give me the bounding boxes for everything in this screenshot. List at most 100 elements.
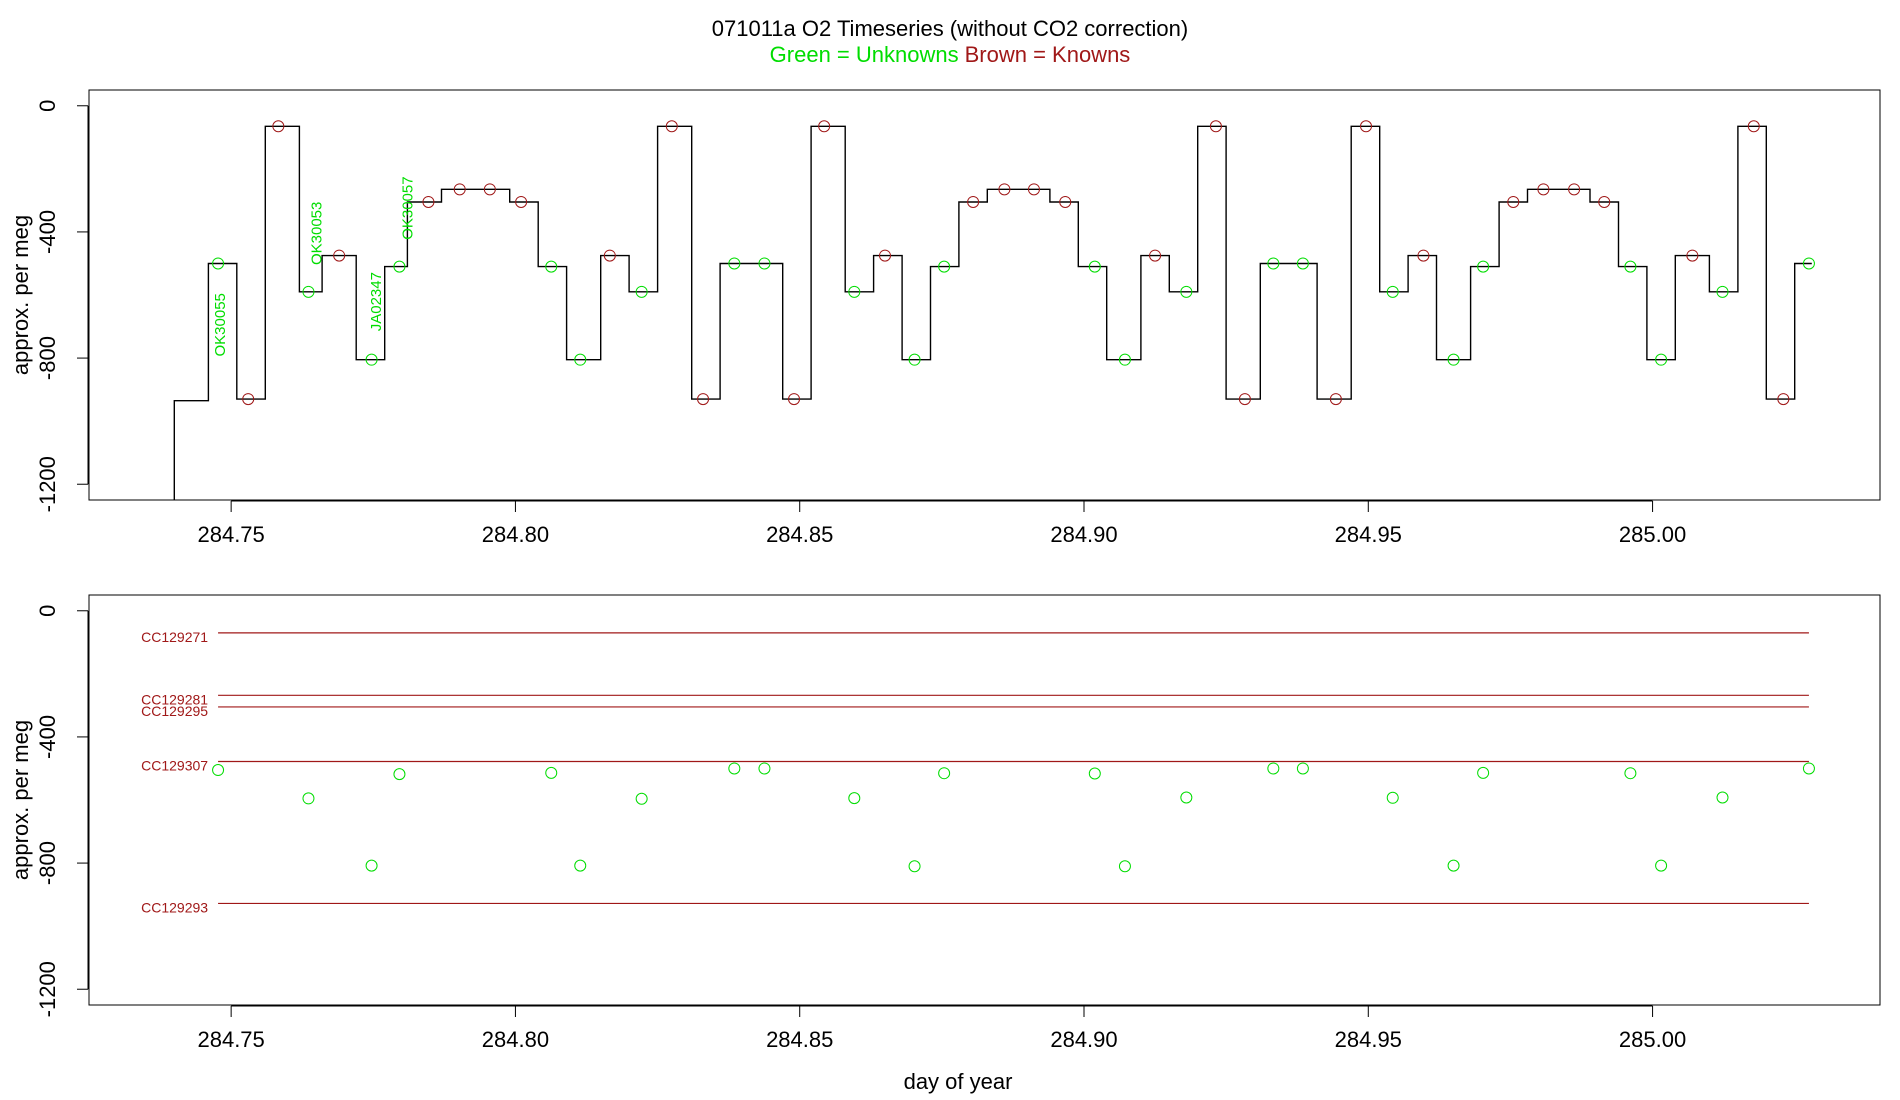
x-tick-label: 284.95: [1335, 522, 1402, 547]
unknown-point: [365, 859, 378, 872]
unknown-point: [393, 260, 406, 273]
unknown-point: [545, 766, 558, 779]
known-point: [1777, 393, 1790, 406]
unknown-point: [1118, 860, 1131, 873]
unknown-point: [365, 353, 378, 366]
known-point: [1417, 249, 1430, 262]
known-point: [1537, 183, 1550, 196]
unknown-point: [1088, 767, 1101, 780]
reference-label: CC129293: [141, 899, 208, 915]
unknown-point: [1386, 285, 1399, 298]
unknown-point: [1655, 859, 1668, 872]
known-point: [333, 249, 346, 262]
bottom-y-axis-label: approx. per meg: [8, 720, 33, 880]
unknown-point: [1802, 257, 1815, 270]
unknown-point: [938, 767, 951, 780]
sample-annotation: JA02347: [368, 272, 385, 331]
known-point: [1329, 393, 1342, 406]
unknown-point: [1180, 791, 1193, 804]
sample-annotation: OK30055: [212, 293, 229, 356]
known-point: [1149, 249, 1162, 262]
reference-label: CC129281: [141, 691, 208, 707]
sample-annotation: OK30053: [308, 202, 325, 265]
reference-label: CC129307: [141, 758, 208, 774]
bottom-x-axis: 284.75 284.80 284.85 284.90 284.95 285.00: [197, 1005, 1686, 1052]
unknown-point: [1624, 260, 1637, 273]
top-panel: 0-400-800-1200 284.75 284.80 284.85 284.90 2…: [8, 89, 1881, 547]
bottom-y-axis: 0 -400 -800 -1200: [35, 605, 89, 1017]
known-point: [1209, 120, 1222, 133]
known-point: [1507, 195, 1520, 208]
unknown-point: [938, 260, 951, 273]
x-tick-label: 284.85: [766, 522, 833, 547]
known-point: [697, 393, 710, 406]
known-point: [1360, 120, 1373, 133]
unknown-point: [728, 762, 741, 775]
known-point: [483, 183, 496, 196]
x-tick-label: 284.90: [1050, 1027, 1117, 1052]
unknown-point: [1624, 767, 1637, 780]
unknown-point: [908, 353, 921, 366]
unknown-point: [212, 764, 225, 777]
known-point: [603, 249, 616, 262]
known-point: [515, 195, 528, 208]
unknown-point: [212, 257, 225, 270]
known-point: [665, 120, 678, 133]
x-tick-label: 284.95: [1335, 1027, 1402, 1052]
known-point: [998, 183, 1011, 196]
unknown-point: [1716, 791, 1729, 804]
known-point: [788, 393, 801, 406]
top-x-axis: 284.75 284.80 284.85 284.90 284.95 285.00: [197, 500, 1686, 547]
known-point: [1059, 195, 1072, 208]
unknown-point: [302, 285, 315, 298]
known-point: [1598, 195, 1611, 208]
unknown-point: [1180, 285, 1193, 298]
unknown-point: [1296, 762, 1309, 775]
bottom-plot-frame: [88, 594, 1881, 1006]
known-point: [242, 393, 255, 406]
y-tick-label: -400: [35, 715, 60, 759]
x-tick-label: 284.80: [482, 522, 549, 547]
bottom-x-axis-label: day of year: [904, 1069, 1013, 1094]
unknown-point: [1447, 353, 1460, 366]
x-tick-label: 285.00: [1619, 1027, 1686, 1052]
unknown-point: [1447, 859, 1460, 872]
unknown-point: [635, 285, 648, 298]
x-tick-label: 284.75: [197, 522, 264, 547]
legend-unknowns: Green = Unknowns: [770, 42, 959, 67]
sample-annotation: OK30057: [399, 176, 416, 239]
y-tick-label: -800: [35, 336, 60, 380]
y-tick-label: 0: [35, 605, 60, 617]
y-tick-label: -1200: [35, 961, 60, 1017]
top-y-axis: 0 -400 -800 -1200: [35, 100, 89, 512]
y-tick-label: -1200: [35, 456, 60, 512]
y-tick-label: -400: [35, 210, 60, 254]
reference-label: CC129271: [141, 629, 208, 645]
y-tick-label: 0: [35, 100, 60, 112]
o2-trace-line: [173, 125, 1812, 500]
unknown-point: [302, 792, 315, 805]
x-tick-label: 284.75: [197, 1027, 264, 1052]
unknown-point: [1386, 791, 1399, 804]
x-tick-label: 284.90: [1050, 522, 1117, 547]
unknown-point: [1802, 762, 1815, 775]
y-tick-label: -800: [35, 841, 60, 885]
unknown-point: [1267, 257, 1280, 270]
unknown-point: [574, 353, 587, 366]
legend-knowns: Brown = Knowns: [965, 42, 1131, 67]
known-point: [879, 249, 891, 262]
unknown-point: [1118, 353, 1131, 366]
unknown-point: [728, 257, 741, 270]
known-point: [1238, 393, 1251, 406]
unknown-point: [1716, 285, 1729, 298]
unknown-point: [758, 762, 771, 775]
unknown-point: [545, 260, 558, 273]
legend-title: Green = Unknowns Brown = Knowns: [770, 42, 1131, 67]
x-tick-label: 285.00: [1619, 522, 1686, 547]
unknown-point: [1267, 762, 1280, 775]
top-y-axis-label: approx. per meg: [8, 215, 33, 375]
unknown-point: [758, 257, 771, 270]
top-plot-frame: [88, 89, 1881, 501]
